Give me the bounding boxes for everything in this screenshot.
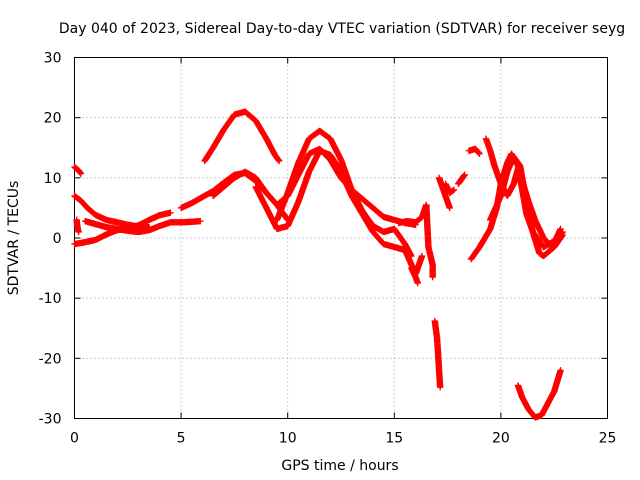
y-axis-label: SDTVAR / TECUs — [6, 181, 22, 296]
series-arc5 — [73, 216, 82, 236]
data-point — [167, 209, 174, 216]
series-arc16 — [455, 171, 468, 188]
data-point — [275, 157, 283, 165]
y-tick-label: 10 — [44, 171, 62, 187]
data-point — [450, 186, 458, 194]
data-point — [75, 228, 82, 236]
data-point — [557, 225, 564, 233]
series-arc17 — [465, 145, 483, 157]
y-tick-label: 0 — [53, 231, 62, 247]
series-arc12 — [408, 264, 421, 287]
series-arc15 — [442, 180, 458, 197]
x-tick-label: 15 — [385, 431, 403, 447]
series-arc10 — [273, 127, 415, 260]
data-point — [557, 367, 564, 374]
data-point — [408, 252, 415, 260]
data-point — [476, 150, 483, 157]
data-point — [446, 204, 453, 212]
data-marks — [71, 108, 566, 421]
data-point — [418, 252, 426, 260]
data-point — [197, 217, 204, 225]
plot-frame — [74, 57, 608, 419]
y-tick-labels: -30 -20 -10 0 10 20 30 — [39, 51, 62, 428]
x-axis-label: GPS time / hours — [281, 458, 398, 474]
y-tick-label: -30 — [39, 412, 62, 428]
x-tick-label: 5 — [177, 431, 186, 447]
x-tick-label: 0 — [70, 431, 79, 447]
y-tick-label: -20 — [39, 351, 62, 367]
data-point — [429, 273, 436, 281]
data-point — [414, 279, 421, 287]
x-tick-label: 20 — [492, 431, 510, 447]
grid — [74, 57, 608, 419]
series-arc4 — [81, 217, 204, 236]
data-point — [559, 231, 566, 239]
y-tick-label: 30 — [44, 51, 62, 67]
data-point — [77, 170, 85, 177]
x-tick-label: 10 — [279, 431, 297, 447]
series-arc1 — [71, 163, 85, 177]
y-tick-label: -10 — [39, 291, 62, 307]
series-arc21 — [514, 367, 564, 421]
series-arc13 — [431, 317, 444, 391]
series-arc7 — [201, 108, 283, 165]
y-tick-label: 20 — [44, 111, 62, 127]
data-point — [461, 171, 468, 179]
chart-title: Day 040 of 2023, Sidereal Day-to-day VTE… — [59, 21, 625, 37]
series-arc11 — [395, 201, 436, 281]
axis-ticks — [74, 57, 608, 419]
series-arc20 — [487, 153, 566, 260]
data-point — [436, 384, 444, 391]
data-point — [475, 149, 483, 157]
x-tick-label: 25 — [599, 431, 617, 447]
x-tick-labels: 0 5 10 15 20 25 — [70, 431, 616, 447]
